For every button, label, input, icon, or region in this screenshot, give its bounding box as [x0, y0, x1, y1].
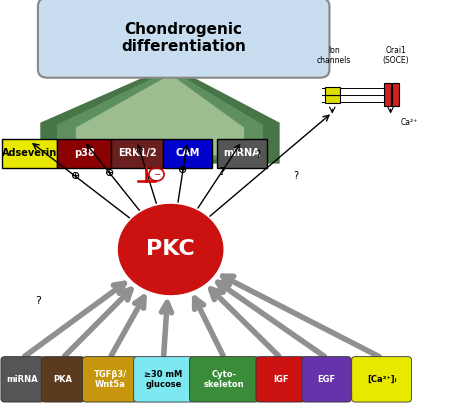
FancyBboxPatch shape	[82, 357, 137, 402]
FancyBboxPatch shape	[38, 0, 329, 78]
Polygon shape	[57, 70, 263, 160]
Text: miRNA: miRNA	[224, 148, 260, 158]
Text: ?: ?	[255, 150, 261, 160]
Text: ⊕: ⊕	[71, 171, 80, 182]
Bar	[392, 83, 399, 106]
Text: EGF: EGF	[318, 375, 336, 384]
FancyBboxPatch shape	[190, 357, 259, 402]
FancyBboxPatch shape	[41, 357, 84, 402]
Text: ⊕: ⊕	[178, 165, 188, 175]
FancyBboxPatch shape	[302, 357, 351, 402]
Text: Ion
channels: Ion channels	[317, 46, 351, 65]
Text: [Ca²⁺]ᵢ: [Ca²⁺]ᵢ	[367, 375, 396, 384]
Polygon shape	[76, 74, 244, 155]
Text: CAM: CAM	[175, 148, 200, 158]
Text: Adseverin: Adseverin	[2, 148, 57, 158]
Text: PKA: PKA	[53, 375, 73, 384]
FancyBboxPatch shape	[2, 139, 57, 168]
Text: Orai1
(SOCE): Orai1 (SOCE)	[383, 46, 409, 65]
Bar	[384, 83, 391, 106]
Polygon shape	[40, 65, 280, 164]
Text: ≥30 mM
glucose: ≥30 mM glucose	[145, 370, 182, 389]
Text: ?: ?	[218, 167, 225, 177]
FancyBboxPatch shape	[111, 139, 163, 168]
FancyBboxPatch shape	[134, 357, 193, 402]
FancyBboxPatch shape	[217, 139, 267, 168]
Text: IGF: IGF	[273, 375, 288, 384]
Bar	[325, 95, 340, 103]
Text: Ca²⁺: Ca²⁺	[401, 118, 418, 127]
Text: TGFβ3/
Wnt5a: TGFβ3/ Wnt5a	[93, 370, 127, 389]
FancyBboxPatch shape	[57, 139, 111, 168]
FancyBboxPatch shape	[352, 357, 411, 402]
Text: ?: ?	[294, 171, 299, 181]
Text: Chondrogenic
differentiation: Chondrogenic differentiation	[121, 22, 246, 54]
Bar	[325, 87, 340, 95]
FancyBboxPatch shape	[256, 357, 305, 402]
Text: ERK1/2: ERK1/2	[118, 148, 156, 158]
Text: p38: p38	[74, 148, 94, 158]
Text: ⊕: ⊕	[105, 168, 114, 178]
Text: Cyto-
skeleton: Cyto- skeleton	[204, 370, 245, 389]
FancyBboxPatch shape	[1, 357, 44, 402]
Text: ?: ?	[35, 296, 41, 306]
Text: miRNA: miRNA	[7, 375, 38, 384]
Text: PKC: PKC	[146, 240, 195, 259]
FancyBboxPatch shape	[163, 139, 212, 168]
Circle shape	[118, 204, 223, 294]
Text: −: −	[153, 170, 160, 179]
